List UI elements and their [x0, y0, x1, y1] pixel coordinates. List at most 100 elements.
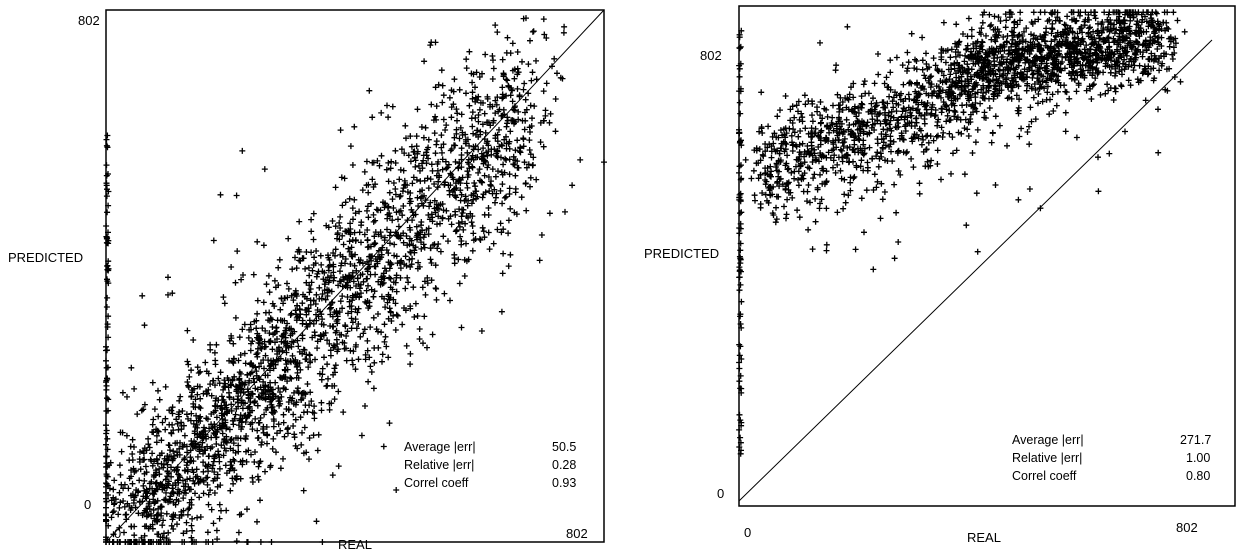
scatter-point: [288, 359, 294, 366]
scatter-point: [321, 354, 327, 361]
scatter-point: [223, 439, 230, 446]
scatter-point: [176, 445, 183, 452]
scatter-point: [435, 158, 442, 165]
scatter-point: [249, 474, 256, 481]
scatter-point: [928, 157, 935, 164]
scatter-point: [395, 223, 402, 230]
scatter-point: [485, 174, 492, 180]
scatter-point: [480, 145, 487, 152]
scatter-point: [226, 389, 232, 396]
scatter-point: [492, 132, 499, 139]
scatter-point: [501, 194, 508, 201]
scatter-point: [170, 448, 177, 455]
scatter-point: [840, 205, 847, 212]
scatter-point: [499, 56, 506, 63]
scatter-point: [503, 76, 510, 83]
scatter-point: [359, 260, 366, 267]
scatter-point: [103, 427, 110, 434]
scatter-point: [995, 66, 1002, 73]
scatter-point: [230, 355, 237, 362]
scatter-point: [207, 341, 214, 348]
stat-value-avg-err: 50.5: [552, 440, 576, 454]
scatter-point: [324, 382, 331, 389]
scatter-point: [247, 361, 254, 368]
scatter-point: [514, 85, 521, 92]
scatter-point: [165, 291, 171, 298]
scatter-point: [190, 337, 197, 343]
scatter-point: [310, 210, 317, 217]
scatter-point: [149, 485, 156, 492]
scatter-point: [131, 385, 138, 392]
scatter-point: [300, 409, 307, 416]
scatter-point: [784, 196, 791, 203]
scatter-point: [407, 264, 414, 270]
scatter-point: [886, 93, 893, 100]
scatter-point: [1112, 72, 1118, 79]
scatter-point: [407, 248, 414, 255]
scatter-point: [143, 495, 150, 502]
scatter-point: [318, 407, 325, 414]
scatter-point: [378, 247, 385, 254]
scatter-point: [464, 168, 471, 175]
scatter-point: [503, 193, 510, 200]
scatter-point: [392, 327, 399, 333]
scatter-point: [205, 501, 212, 508]
scatter-point: [294, 445, 301, 452]
scatter-point: [1119, 71, 1125, 78]
scatter-point: [503, 123, 510, 130]
scatter-point: [174, 420, 181, 427]
scatter-point: [397, 265, 404, 272]
scatter-point: [186, 505, 193, 512]
scatter-point: [514, 164, 521, 171]
scatter-point: [103, 142, 110, 149]
scatter-point: [261, 166, 268, 173]
scatter-point: [533, 176, 540, 183]
scatter-point: [375, 311, 381, 317]
scatter-point: [103, 364, 110, 371]
scatter-point: [527, 37, 533, 44]
scatter-point: [777, 127, 784, 134]
scatter-point: [156, 396, 163, 403]
scatter-point: [472, 98, 479, 105]
scatter-point: [205, 491, 212, 498]
scatter-point: [230, 340, 237, 347]
scatter-point: [143, 505, 150, 512]
scatter-point: [791, 114, 798, 121]
scatter-point: [221, 300, 228, 307]
scatter-point: [463, 197, 470, 204]
scatter-point: [228, 462, 235, 469]
scatter-point: [299, 332, 306, 339]
scatter-point: [217, 405, 224, 411]
scatter-point: [137, 449, 143, 455]
scatter-point: [371, 345, 378, 351]
scatter-point: [254, 330, 261, 337]
scatter-point: [354, 309, 361, 316]
scatter-point: [335, 282, 342, 289]
scatter-point: [254, 435, 261, 442]
scatter-point: [287, 374, 294, 381]
scatter-point: [417, 195, 424, 202]
scatter-point: [429, 331, 436, 338]
scatter-point: [194, 453, 201, 460]
scatter-point: [927, 74, 934, 81]
scatter-point: [150, 507, 157, 513]
scatter-point: [270, 423, 277, 430]
scatter-point: [319, 365, 326, 372]
scatter-point: [299, 350, 306, 357]
scatter-point: [531, 103, 538, 110]
scatter-point: [440, 141, 447, 148]
scatter-point: [314, 345, 321, 352]
scatter-point: [307, 301, 314, 308]
scatter-point: [393, 311, 400, 318]
scatter-point: [959, 102, 966, 109]
scatter-point: [507, 251, 514, 258]
scatter-point: [138, 407, 145, 414]
scatter-point: [104, 463, 111, 470]
scatter-point: [439, 201, 446, 207]
scatter-point: [916, 180, 923, 187]
scatter-point: [239, 405, 246, 412]
scatter-point: [458, 156, 465, 163]
scatter-point: [114, 539, 121, 545]
scatter-point: [428, 211, 435, 218]
scatter-point: [391, 241, 398, 248]
